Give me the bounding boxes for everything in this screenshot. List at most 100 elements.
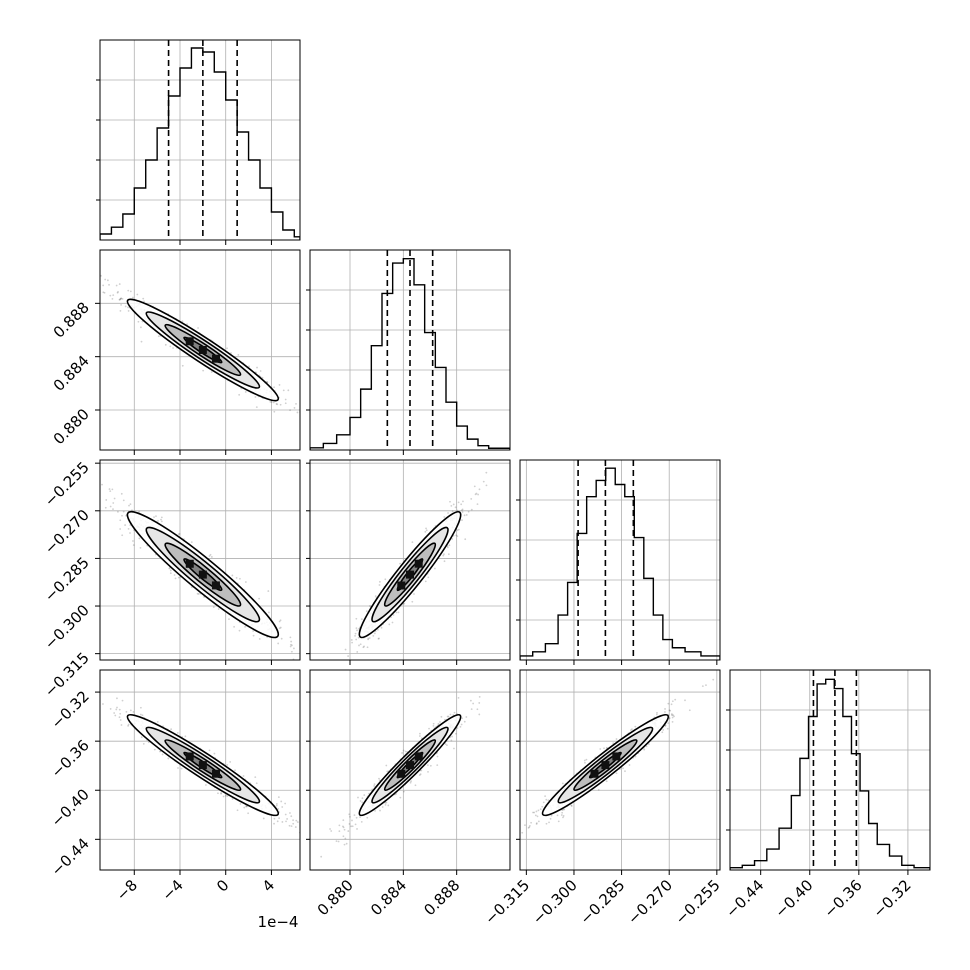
sample-point <box>108 488 111 490</box>
sample-point <box>239 803 242 805</box>
sample-point <box>357 796 359 799</box>
sample-point <box>424 530 427 533</box>
sample-point <box>485 867 487 869</box>
sample-point <box>355 638 358 641</box>
sample-point <box>279 619 282 622</box>
histogram-step <box>310 257 510 450</box>
sample-point <box>244 391 247 393</box>
sample-point <box>287 389 290 392</box>
x-tick-label: −0.270 <box>624 876 676 928</box>
sample-point <box>643 748 646 751</box>
sample-point <box>453 747 455 750</box>
sample-point <box>671 716 674 719</box>
sample-point <box>119 297 122 300</box>
panel-frame <box>309 249 511 451</box>
sample-point <box>243 806 246 809</box>
sample-point <box>545 798 548 801</box>
sample-point <box>379 809 381 812</box>
sample-point <box>712 678 715 681</box>
y-tick-label: −0.40 <box>48 785 93 830</box>
sample-point <box>278 620 281 623</box>
sample-point <box>255 406 258 409</box>
sample-point <box>478 488 481 491</box>
sample-point <box>277 807 280 810</box>
sample-point <box>338 830 341 833</box>
sample-point <box>354 632 357 635</box>
sample-point <box>373 785 376 787</box>
sample-point <box>284 802 287 805</box>
sample-point <box>141 320 144 323</box>
sample-point <box>125 514 128 517</box>
sample-point <box>138 510 141 513</box>
sample-point <box>226 795 229 797</box>
sample-point <box>276 403 279 406</box>
sample-point <box>388 623 391 626</box>
sample-point <box>184 735 187 738</box>
sample-point <box>532 811 534 814</box>
sample-point <box>141 714 144 717</box>
sample-point <box>208 555 211 557</box>
sample-point <box>628 764 631 766</box>
sample-point <box>140 736 143 739</box>
sample-point <box>443 553 445 556</box>
sample-point <box>671 714 673 717</box>
panel-frame <box>309 459 511 661</box>
panel-frame <box>309 669 511 871</box>
sample-point <box>118 708 121 711</box>
sample-point <box>132 544 135 546</box>
sample-point <box>450 739 453 742</box>
sample-point <box>139 326 142 329</box>
sample-point <box>674 698 677 701</box>
sample-point <box>429 764 432 767</box>
scatter-panel-2-1 <box>306 459 511 665</box>
sample-point <box>131 509 133 512</box>
sample-point <box>348 813 351 816</box>
sample-point <box>160 520 163 523</box>
sample-point <box>238 629 241 632</box>
sample-point <box>258 597 261 600</box>
sample-point <box>119 719 122 721</box>
sample-point <box>662 728 665 731</box>
sample-point <box>367 637 370 640</box>
sample-point <box>666 727 669 730</box>
sample-point <box>469 699 472 702</box>
sample-point <box>291 644 293 647</box>
sample-point <box>561 782 564 785</box>
sample-point <box>363 645 365 648</box>
sample-point <box>476 503 479 506</box>
sample-point <box>461 508 464 511</box>
sample-point <box>101 483 103 486</box>
sample-point <box>305 836 307 838</box>
sample-point <box>330 830 333 832</box>
sample-point <box>181 364 184 367</box>
sample-point <box>122 510 125 513</box>
sample-point <box>485 471 488 474</box>
sample-point <box>343 828 346 831</box>
sample-point <box>213 752 216 755</box>
panel-content <box>310 460 510 660</box>
sample-point <box>557 820 560 823</box>
density-cell <box>612 752 621 761</box>
sample-point <box>419 773 422 776</box>
sample-point <box>448 544 451 547</box>
sample-point <box>360 618 363 621</box>
sample-point <box>377 628 379 631</box>
sample-point <box>344 648 347 651</box>
sample-point <box>248 365 250 368</box>
sample-point <box>137 320 140 323</box>
sample-point <box>235 577 238 579</box>
sample-point <box>363 794 366 796</box>
sample-point <box>269 400 272 403</box>
sample-point <box>116 697 118 700</box>
sample-point <box>217 608 220 610</box>
sample-point <box>125 710 128 713</box>
density-cell <box>406 761 414 770</box>
sample-point <box>278 384 281 386</box>
sample-point <box>205 784 207 786</box>
sample-point <box>121 699 124 702</box>
sample-point <box>533 811 536 814</box>
sample-point <box>503 840 505 842</box>
sample-point <box>454 506 457 509</box>
sample-point <box>391 621 394 624</box>
sample-point <box>120 724 123 726</box>
